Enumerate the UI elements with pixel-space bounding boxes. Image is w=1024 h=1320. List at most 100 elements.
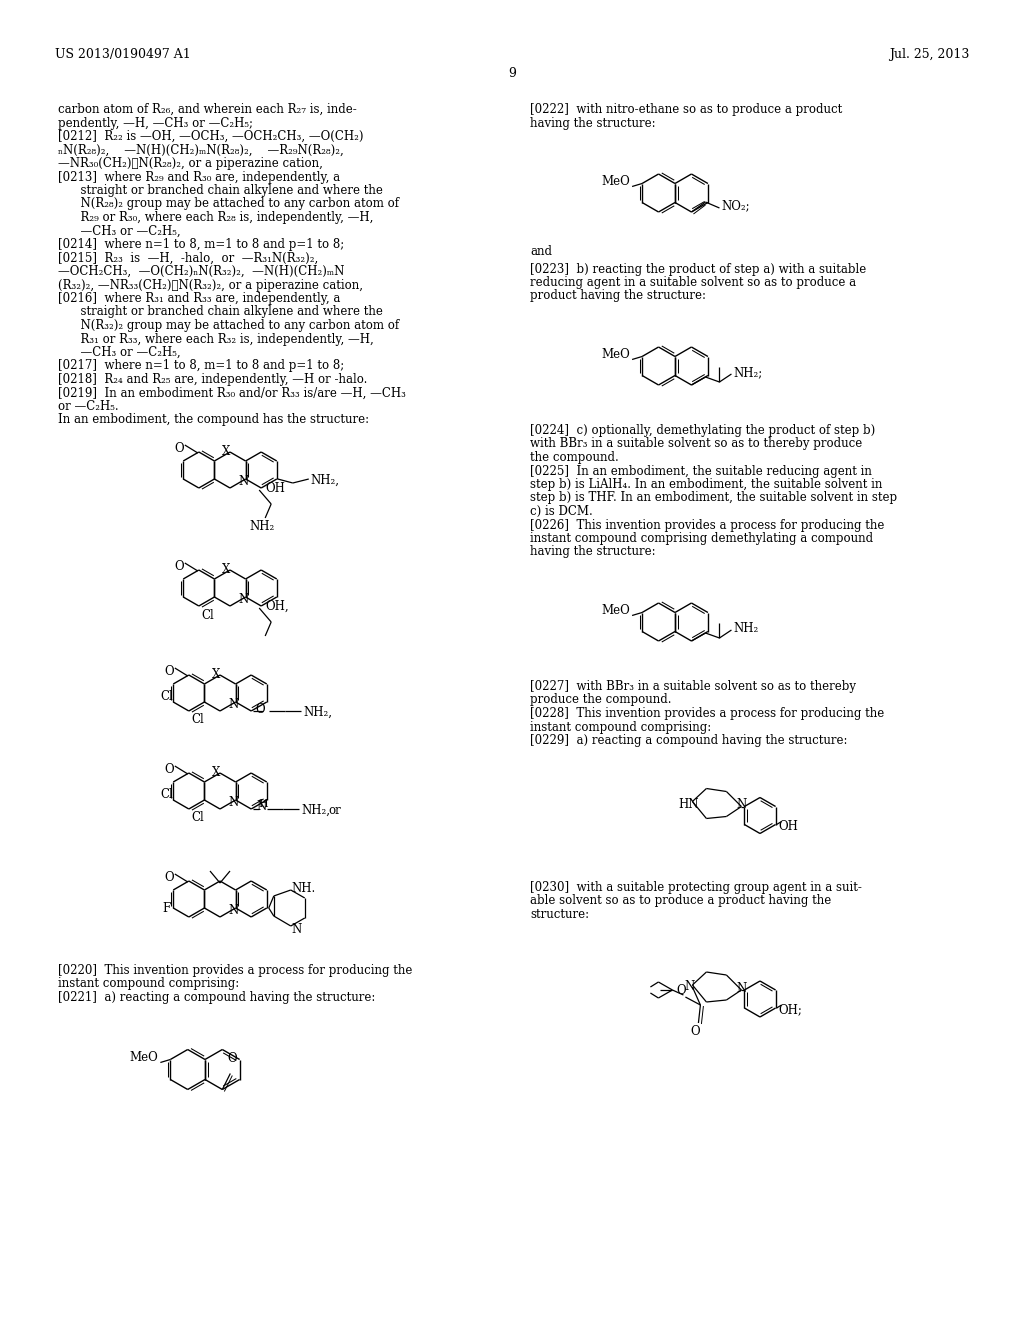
- Text: OH;: OH;: [778, 1003, 803, 1016]
- Text: [0216]  where R₃₁ and R₃₃ are, independently, a: [0216] where R₃₁ and R₃₃ are, independen…: [58, 292, 340, 305]
- Text: Cl: Cl: [202, 609, 215, 622]
- Text: reducing agent in a suitable solvent so as to produce a: reducing agent in a suitable solvent so …: [530, 276, 856, 289]
- Text: Cl: Cl: [191, 713, 205, 726]
- Text: [0226]  This invention provides a process for producing the: [0226] This invention provides a process…: [530, 519, 885, 532]
- Text: F: F: [162, 902, 170, 915]
- Text: NO₂;: NO₂;: [722, 199, 750, 213]
- Text: (R₃₂)₂, —NR₃₃(CH₂)₝N(R₃₂)₂, or a piperazine cation,: (R₃₂)₂, —NR₃₃(CH₂)₝N(R₃₂)₂, or a piperaz…: [58, 279, 362, 292]
- Text: R₂₉ or R₃₀, where each R₂₈ is, independently, —H,: R₂₉ or R₃₀, where each R₂₈ is, independe…: [58, 211, 374, 224]
- Text: R₃₁ or R₃₃, where each R₃₂ is, independently, —H,: R₃₁ or R₃₃, where each R₃₂ is, independe…: [58, 333, 374, 346]
- Text: instant compound comprising demethylating a compound: instant compound comprising demethylatin…: [530, 532, 873, 545]
- Text: pendently, —H, —CH₃ or —C₂H₅;: pendently, —H, —CH₃ or —C₂H₅;: [58, 116, 253, 129]
- Text: carbon atom of R₂₆, and wherein each R₂₇ is, inde-: carbon atom of R₂₆, and wherein each R₂₇…: [58, 103, 356, 116]
- Text: O: O: [165, 665, 174, 678]
- Text: [0228]  This invention provides a process for producing the: [0228] This invention provides a process…: [530, 708, 885, 719]
- Text: [0223]  b) reacting the product of step a) with a suitable: [0223] b) reacting the product of step a…: [530, 263, 866, 276]
- Text: [0224]  c) optionally, demethylating the product of step b): [0224] c) optionally, demethylating the …: [530, 424, 876, 437]
- Text: ₙN(R₂₈)₂,    —N(H)(CH₂)ₘN(R₂₈)₂,    —R₂₉N(R₂₈)₂,: ₙN(R₂₈)₂, —N(H)(CH₂)ₘN(R₂₈)₂, —R₂₉N(R₂₈)…: [58, 144, 344, 157]
- Text: product having the structure:: product having the structure:: [530, 289, 706, 302]
- Text: 9: 9: [508, 67, 516, 81]
- Text: [0212]  R₂₂ is —OH, —OCH₃, —OCH₂CH₃, —O(CH₂): [0212] R₂₂ is —OH, —OCH₃, —OCH₂CH₃, —O(C…: [58, 129, 364, 143]
- Text: —CH₃ or —C₂H₅,: —CH₃ or —C₂H₅,: [58, 346, 180, 359]
- Text: [0219]  In an embodiment R₃₀ and/or R₃₃ is/are —H, —CH₃: [0219] In an embodiment R₃₀ and/or R₃₃ i…: [58, 387, 406, 400]
- Text: OH: OH: [778, 820, 799, 833]
- Text: H: H: [258, 799, 268, 809]
- Text: O: O: [165, 871, 174, 884]
- Text: [0218]  R₂₄ and R₂₅ are, independently, —H or -halo.: [0218] R₂₄ and R₂₅ are, independently, —…: [58, 374, 368, 385]
- Text: X: X: [222, 445, 230, 458]
- Text: X: X: [212, 766, 220, 779]
- Text: produce the compound.: produce the compound.: [530, 693, 672, 706]
- Text: N: N: [736, 982, 746, 995]
- Text: c) is DCM.: c) is DCM.: [530, 506, 593, 517]
- Text: O: O: [255, 704, 265, 715]
- Text: [0215]  R₂₃  is  —H,  -halo,  or  —R₃₁N(R₃₂)₂,: [0215] R₂₃ is —H, -halo, or —R₃₁N(R₃₂)₂,: [58, 252, 318, 264]
- Text: MeO: MeO: [601, 605, 630, 616]
- Text: O: O: [165, 763, 174, 776]
- Text: NH₂: NH₂: [733, 622, 759, 635]
- Text: [0217]  where n=1 to 8, m=1 to 8 and p=1 to 8;: [0217] where n=1 to 8, m=1 to 8 and p=1 …: [58, 359, 344, 372]
- Text: N: N: [239, 593, 249, 606]
- Text: having the structure:: having the structure:: [530, 116, 655, 129]
- Text: the compound.: the compound.: [530, 451, 618, 465]
- Text: NH₂,: NH₂,: [303, 706, 332, 719]
- Text: step b) is THF. In an embodiment, the suitable solvent in step: step b) is THF. In an embodiment, the su…: [530, 491, 897, 504]
- Text: —NR₃₀(CH₂)₝N(R₂₈)₂, or a piperazine cation,: —NR₃₀(CH₂)₝N(R₂₈)₂, or a piperazine cati…: [58, 157, 323, 170]
- Text: N: N: [256, 800, 266, 813]
- Text: instant compound comprising:: instant compound comprising:: [58, 978, 240, 990]
- Text: and: and: [530, 246, 552, 257]
- Text: having the structure:: having the structure:: [530, 545, 655, 558]
- Text: NH₂;: NH₂;: [733, 366, 763, 379]
- Text: O: O: [175, 560, 184, 573]
- Text: O: O: [677, 985, 686, 998]
- Text: N: N: [239, 475, 249, 488]
- Text: N(R₃₂)₂ group may be attached to any carbon atom of: N(R₃₂)₂ group may be attached to any car…: [58, 319, 399, 333]
- Text: or: or: [328, 804, 341, 817]
- Text: Cl: Cl: [191, 810, 205, 824]
- Text: N: N: [229, 796, 240, 809]
- Text: [0222]  with nitro-ethane so as to produce a product: [0222] with nitro-ethane so as to produc…: [530, 103, 843, 116]
- Text: Cl: Cl: [161, 690, 173, 704]
- Text: with BBr₃ in a suitable solvent so as to thereby produce: with BBr₃ in a suitable solvent so as to…: [530, 437, 862, 450]
- Text: Cl: Cl: [161, 788, 173, 801]
- Text: OH,: OH,: [265, 601, 289, 612]
- Text: NH₂: NH₂: [250, 520, 274, 533]
- Text: N: N: [229, 698, 240, 711]
- Text: US 2013/0190497 A1: US 2013/0190497 A1: [55, 48, 190, 61]
- Text: [0221]  a) reacting a compound having the structure:: [0221] a) reacting a compound having the…: [58, 991, 376, 1005]
- Text: [0230]  with a suitable protecting group agent in a suit-: [0230] with a suitable protecting group …: [530, 880, 862, 894]
- Text: MeO: MeO: [601, 176, 630, 187]
- Text: In an embodiment, the compound has the structure:: In an embodiment, the compound has the s…: [58, 413, 369, 426]
- Text: [0214]  where n=1 to 8, m=1 to 8 and p=1 to 8;: [0214] where n=1 to 8, m=1 to 8 and p=1 …: [58, 238, 344, 251]
- Text: step b) is LiAlH₄. In an embodiment, the suitable solvent in: step b) is LiAlH₄. In an embodiment, the…: [530, 478, 883, 491]
- Text: N: N: [684, 979, 694, 993]
- Text: —OCH₂CH₃,  —O(CH₂)ₙN(R₃₂)₂,  —N(H)(CH₂)ₘN: —OCH₂CH₃, —O(CH₂)ₙN(R₃₂)₂, —N(H)(CH₂)ₘN: [58, 265, 344, 279]
- Text: O: O: [227, 1052, 238, 1065]
- Text: N: N: [736, 799, 746, 812]
- Text: [0213]  where R₂₉ and R₃₀ are, independently, a: [0213] where R₂₉ and R₃₀ are, independen…: [58, 170, 340, 183]
- Text: [0227]  with BBr₃ in a suitable solvent so as to thereby: [0227] with BBr₃ in a suitable solvent s…: [530, 680, 856, 693]
- Text: NH.: NH.: [292, 882, 316, 895]
- Text: N: N: [229, 904, 240, 917]
- Text: able solvent so as to produce a product having the: able solvent so as to produce a product …: [530, 894, 831, 907]
- Text: O: O: [690, 1026, 700, 1038]
- Text: N(R₂₈)₂ group may be attached to any carbon atom of: N(R₂₈)₂ group may be attached to any car…: [58, 198, 399, 210]
- Text: OH: OH: [265, 482, 285, 495]
- Text: Jul. 25, 2013: Jul. 25, 2013: [889, 48, 969, 61]
- Text: instant compound comprising:: instant compound comprising:: [530, 721, 712, 734]
- Text: O: O: [175, 442, 184, 455]
- Text: structure:: structure:: [530, 908, 589, 920]
- Text: N: N: [292, 923, 302, 936]
- Text: MeO: MeO: [601, 348, 630, 360]
- Text: MeO: MeO: [130, 1051, 159, 1064]
- Text: [0220]  This invention provides a process for producing the: [0220] This invention provides a process…: [58, 964, 413, 977]
- Text: [0225]  In an embodiment, the suitable reducing agent in: [0225] In an embodiment, the suitable re…: [530, 465, 871, 478]
- Text: [0229]  a) reacting a compound having the structure:: [0229] a) reacting a compound having the…: [530, 734, 848, 747]
- Text: X: X: [212, 668, 220, 681]
- Text: straight or branched chain alkylene and where the: straight or branched chain alkylene and …: [58, 183, 383, 197]
- Text: NH₂,: NH₂,: [310, 474, 340, 487]
- Text: —CH₃ or —C₂H₅,: —CH₃ or —C₂H₅,: [58, 224, 180, 238]
- Text: straight or branched chain alkylene and where the: straight or branched chain alkylene and …: [58, 305, 383, 318]
- Text: X: X: [222, 564, 230, 576]
- Text: or —C₂H₅.: or —C₂H₅.: [58, 400, 119, 413]
